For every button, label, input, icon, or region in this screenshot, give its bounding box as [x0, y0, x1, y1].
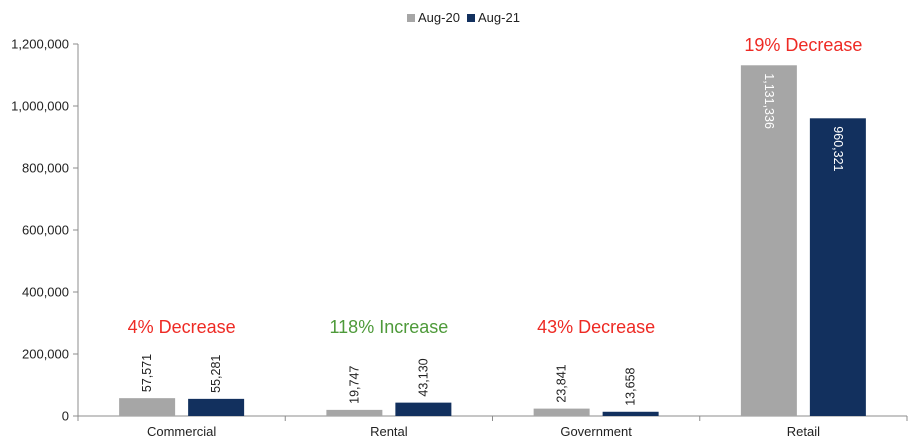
legend-label-aug-20: Aug-20 — [418, 10, 460, 25]
data-label-government-aug-20: 23,841 — [555, 364, 569, 402]
bar-government-aug-20 — [533, 408, 590, 416]
data-label-government-aug-21: 13,658 — [624, 367, 638, 405]
legend-swatch-aug-20 — [407, 14, 415, 22]
bar-rental-aug-21 — [395, 402, 452, 416]
annotation-rental: 118% Increase — [330, 317, 449, 337]
x-tick-label-government: Government — [560, 424, 632, 439]
y-tick-label: 800,000 — [22, 161, 69, 176]
bars — [119, 65, 866, 417]
bar-commercial-aug-20 — [119, 398, 176, 416]
data-label-commercial-aug-21: 55,281 — [209, 355, 223, 393]
bar-retail-aug-20 — [740, 65, 797, 417]
annotation-commercial: 4% Decrease — [128, 317, 236, 337]
x-axis: Commercial Rental Government Retail — [77, 415, 908, 439]
legend-label-aug-21: Aug-21 — [478, 10, 520, 25]
x-tick-label-rental: Rental — [370, 424, 408, 439]
annotations: 4% Decrease 118% Increase 43% Decrease 19% … — [128, 35, 863, 337]
bar-government-aug-21 — [602, 411, 659, 416]
legend: Aug-20 Aug-21 — [407, 10, 520, 25]
x-tick-label-retail: Retail — [787, 424, 820, 439]
x-tick-label-commercial: Commercial — [147, 424, 216, 439]
data-label-retail-aug-20: 1,131,336 — [762, 73, 776, 129]
y-tick-label: 1,000,000 — [11, 99, 69, 114]
annotation-retail: 19% Decrease — [744, 35, 862, 55]
y-tick-label: 0 — [62, 409, 69, 424]
y-axis: 0 200,000 400,000 600,000 800,000 1,000,000 1,… — [11, 37, 79, 424]
data-label-rental-aug-20: 19,747 — [347, 366, 361, 404]
data-label-commercial-aug-20: 57,571 — [140, 354, 154, 392]
data-label-rental-aug-21: 43,130 — [416, 358, 430, 396]
y-tick-label: 200,000 — [22, 347, 69, 362]
data-label-retail-aug-21: 960,321 — [831, 126, 845, 171]
annotation-government: 43% Decrease — [537, 317, 655, 337]
bar-rental-aug-20 — [326, 409, 383, 416]
y-tick-label: 1,200,000 — [11, 37, 69, 52]
legend-swatch-aug-21 — [467, 14, 475, 22]
y-tick-label: 400,000 — [22, 285, 69, 300]
y-tick-label: 600,000 — [22, 223, 69, 238]
bar-retail-aug-21 — [809, 118, 866, 417]
bar-commercial-aug-21 — [188, 398, 245, 416]
value-labels: 57,571 55,281 19,747 43,130 23,841 13,658 1,13… — [140, 73, 845, 405]
